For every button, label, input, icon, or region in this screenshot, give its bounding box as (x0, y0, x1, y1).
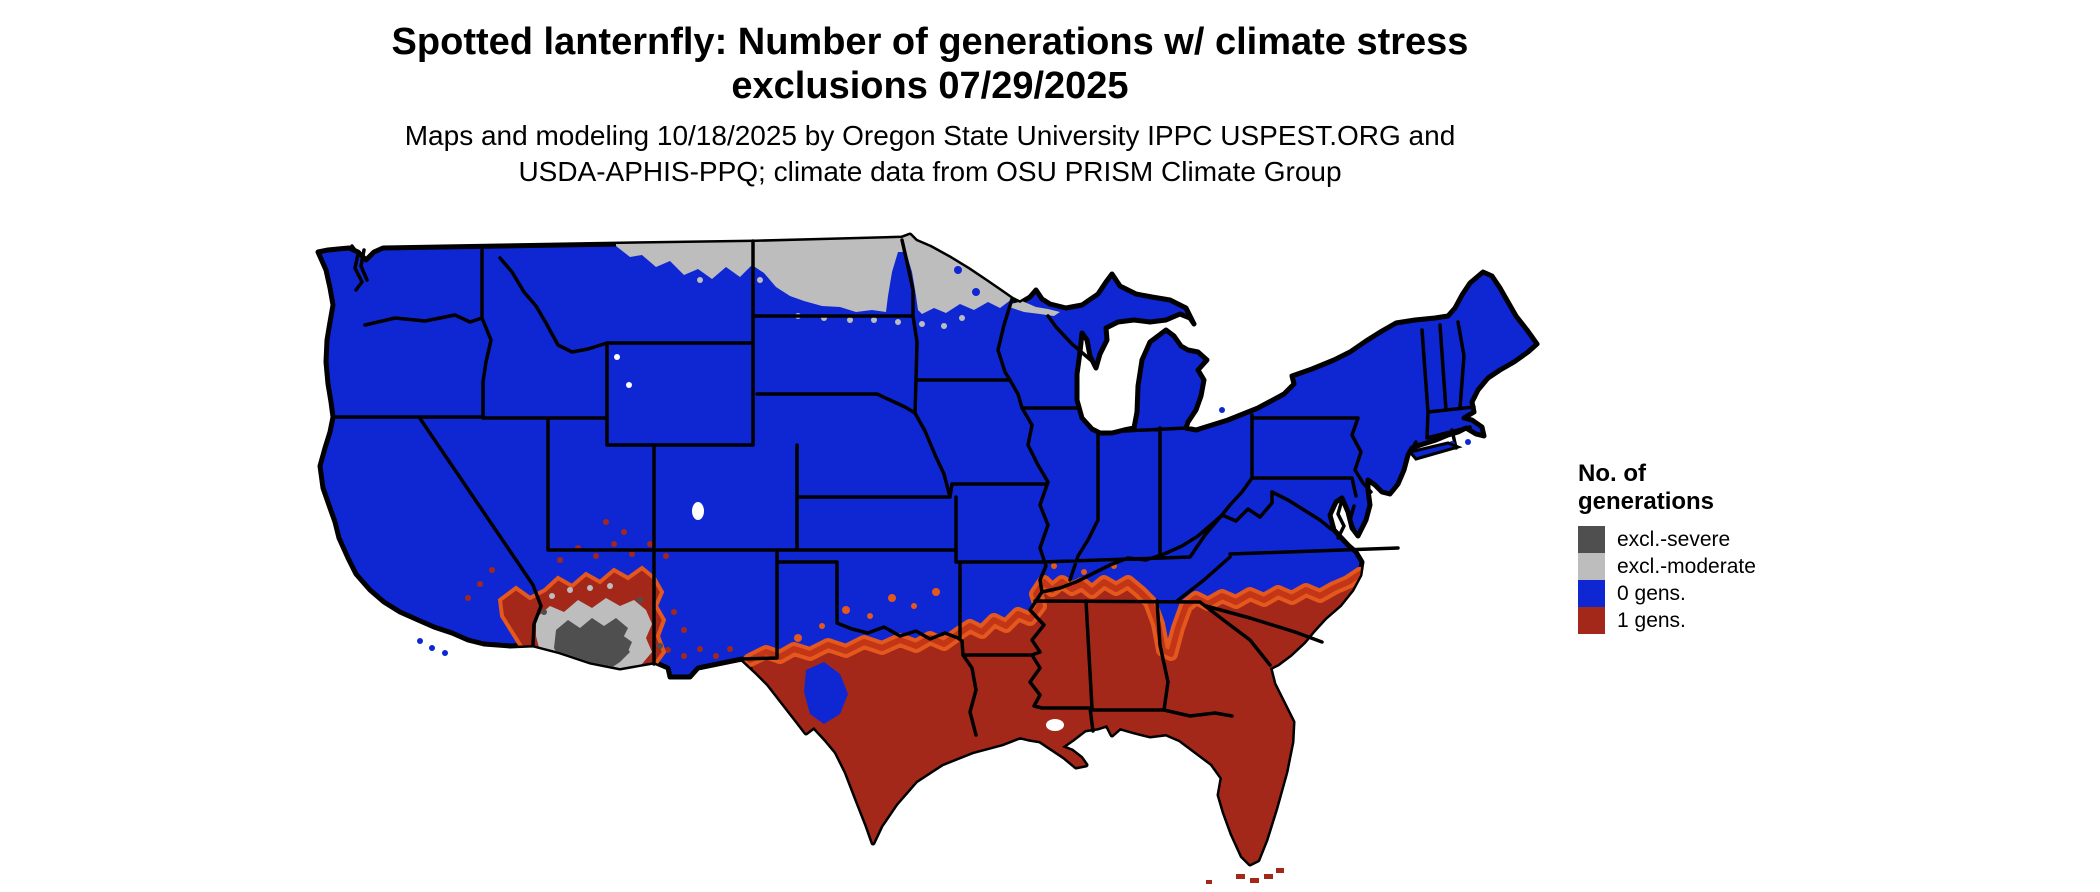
legend-label-excl-moderate: excl.-moderate (1617, 554, 1756, 578)
legend-swatch-excl-severe (1578, 526, 1605, 553)
west-texas-blue-pocket (804, 662, 848, 724)
map-subtitle-line2: USDA-APHIS-PPQ; climate data from OSU PR… (518, 156, 1342, 187)
legend-label-excl-severe: excl.-severe (1617, 527, 1731, 551)
map-subtitle-line1: Maps and modeling 10/18/2025 by Oregon S… (404, 120, 1456, 151)
legend-swatch-1-gens (1578, 607, 1605, 634)
az-red-speckles (465, 519, 687, 633)
us-map (315, 232, 1550, 892)
one-gen-fringe-inner (747, 571, 1375, 663)
lake-erie-island (1219, 407, 1225, 413)
excl-moderate-region-north (616, 235, 1016, 314)
inland-lakes (614, 354, 1064, 731)
long-island (1407, 441, 1463, 461)
map-title-line2: exclusions 07/29/2025 (731, 65, 1129, 107)
legend-items: excl.-severe excl.-moderate 0 gens. 1 ge… (1578, 526, 1838, 634)
lake-pontchartrain (1046, 719, 1064, 731)
isle-royale-island (1063, 260, 1081, 266)
state-borders (331, 238, 1476, 737)
map-subtitle: Maps and modeling 10/18/2025 by Oregon S… (0, 118, 1860, 190)
channel-islands (417, 638, 448, 656)
yellowstone-lake (614, 354, 620, 360)
legend-label-1-gens: 1 gens. (1617, 608, 1686, 632)
map-title-line1: Spotted lanternfly: Number of generation… (391, 21, 1469, 63)
map-title: Spotted lanternfly: Number of generation… (0, 20, 1860, 108)
legend-item-1-gens: 1 gens. (1578, 607, 1838, 634)
great-salt-lake (692, 502, 704, 520)
legend-swatch-0-gens (1578, 580, 1605, 607)
az-excl-severe-blob2 (602, 632, 632, 664)
legend-item-0-gens: 0 gens. (1578, 580, 1838, 607)
legend-title-line2: generations (1578, 488, 1715, 515)
us-map-svg (315, 232, 1540, 884)
florida-keys (1206, 868, 1284, 884)
new-mexico-border-red-speckles (665, 646, 733, 659)
legend-label-0-gens: 0 gens. (1617, 581, 1686, 605)
legend-title: No. of generations (1578, 460, 1838, 516)
legend-item-excl-moderate: excl.-moderate (1578, 553, 1838, 580)
legend-item-excl-severe: excl.-severe (1578, 526, 1838, 553)
boundary-red-speckles (794, 563, 1117, 642)
excl-moderate-region-wisconsin-shore (1008, 301, 1060, 316)
legend-swatch-excl-moderate (1578, 553, 1605, 580)
legend-title-line1: No. of (1578, 460, 1646, 487)
legend: No. of generations excl.-severe excl.-mo… (1578, 460, 1838, 634)
